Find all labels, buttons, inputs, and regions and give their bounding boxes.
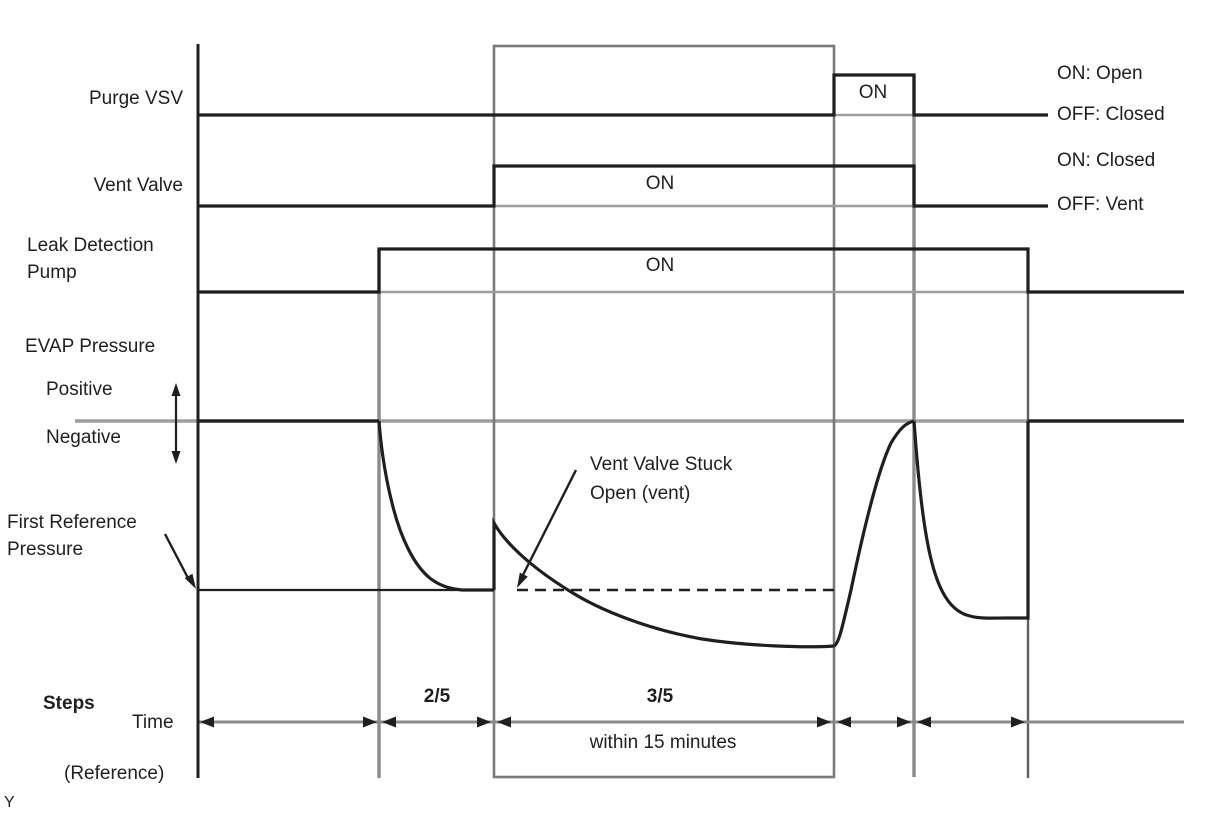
pump-on-label: ON bbox=[646, 255, 675, 276]
duration-note-label: within 15 minutes bbox=[589, 732, 737, 753]
annotation-arrowhead-icon bbox=[517, 572, 528, 588]
vent-valve-trace bbox=[198, 164, 1048, 208]
legend-vent-off: OFF: Vent bbox=[1057, 194, 1144, 215]
time-label: Time bbox=[132, 712, 174, 733]
evap-pressure-first-decay bbox=[377, 420, 494, 592]
legend-vent-on: ON: Closed bbox=[1057, 150, 1155, 171]
evap-pressure-second-dip bbox=[912, 420, 1030, 620]
labels: Purge VSV Vent Valve Leak Detection Pump… bbox=[4, 63, 1165, 811]
step-2-5-label: 2/5 bbox=[424, 686, 451, 707]
legend-purge-on: ON: Open bbox=[1057, 63, 1143, 84]
vent-on-label: ON bbox=[646, 173, 675, 194]
evap-pressure-recovery-rise bbox=[832, 419, 915, 648]
signal-traces bbox=[198, 73, 1184, 649]
positive-label: Positive bbox=[46, 379, 113, 400]
arrow-right-seg1-icon bbox=[363, 716, 377, 728]
first-reference-label-line1: First Reference bbox=[7, 512, 137, 533]
structure-lines bbox=[75, 44, 1184, 779]
purge-vsv-label: Purge VSV bbox=[89, 88, 183, 109]
legend-purge-off: OFF: Closed bbox=[1057, 104, 1165, 125]
corner-mark-label: Y bbox=[4, 794, 15, 811]
step-3-5-label: 3/5 bbox=[647, 686, 674, 707]
arrow-right-seg5-icon bbox=[1011, 716, 1025, 728]
leader-arrows bbox=[163, 469, 578, 589]
positive-negative-arrow bbox=[171, 383, 181, 464]
reference-leader-line bbox=[163, 533, 191, 581]
arrow-right-seg2-icon bbox=[477, 716, 491, 728]
annotation-line1: Vent Valve Stuck bbox=[590, 454, 733, 475]
arrow-up-icon bbox=[171, 383, 181, 396]
leak-detection-pump-label-line2: Pump bbox=[27, 262, 77, 283]
arrow-left-seg3-icon bbox=[497, 716, 511, 728]
annotation-line2: Open (vent) bbox=[590, 483, 690, 504]
purge-on-label: ON bbox=[859, 82, 888, 103]
arrow-left-seg2-icon bbox=[382, 716, 396, 728]
first-reference-label-line2: Pressure bbox=[7, 539, 83, 560]
arrow-left-seg1-icon bbox=[200, 716, 214, 728]
negative-label: Negative bbox=[46, 427, 121, 448]
arrow-left-seg5-icon bbox=[917, 716, 931, 728]
vent-valve-label: Vent Valve bbox=[94, 175, 183, 196]
arrow-down-icon bbox=[171, 451, 181, 464]
leak-detection-pump-label-line1: Leak Detection bbox=[27, 235, 154, 256]
evap-pressure-label: EVAP Pressure bbox=[25, 336, 155, 357]
arrow-right-seg4-icon bbox=[897, 716, 911, 728]
step-3-highlight-box bbox=[492, 44, 836, 779]
leak-detection-pump-trace bbox=[198, 247, 1184, 294]
purge-vsv-trace bbox=[198, 73, 1048, 117]
time-arrowheads bbox=[200, 716, 1025, 728]
annotation-leader-line bbox=[521, 469, 578, 576]
evap-pressure-stuck-open-curve bbox=[492, 516, 835, 649]
reference-axis-label: (Reference) bbox=[64, 763, 164, 784]
arrow-left-seg4-icon bbox=[837, 716, 851, 728]
steps-label: Steps bbox=[43, 693, 95, 714]
reference-arrowhead-icon bbox=[184, 573, 196, 589]
arrow-right-seg3-icon bbox=[817, 716, 831, 728]
